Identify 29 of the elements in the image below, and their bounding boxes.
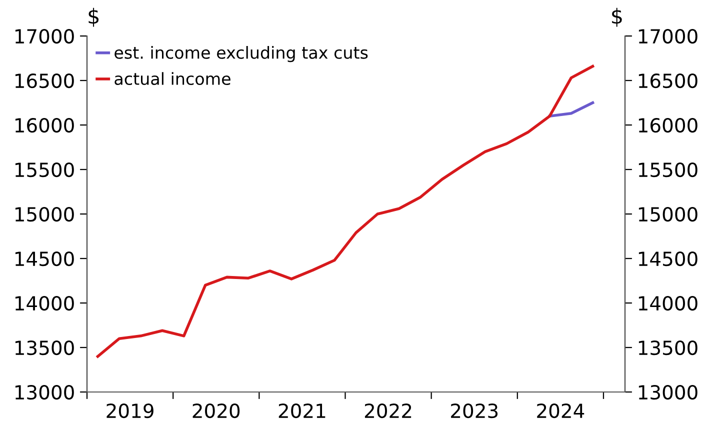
y-tick-label: 14000 — [15, 296, 74, 311]
y-tick-label: 14500 — [15, 251, 74, 266]
y-tick-label: 13000 — [15, 384, 74, 400]
y2-tick-label: 15500 — [638, 162, 698, 178]
y-tick-label: 15500 — [15, 162, 74, 178]
y-tick-label: 17000 — [15, 28, 74, 44]
x-tick-label: 2024 — [537, 403, 584, 418]
y-axis-title: $ — [88, 8, 99, 27]
x-tick-label: 2020 — [192, 403, 240, 418]
y2-tick-label: 15000 — [638, 206, 698, 222]
line-series — [96, 64, 594, 358]
x-tick-label: 2019 — [106, 403, 154, 418]
x-tick-label: 2022 — [364, 403, 412, 418]
y2-axis-title: $ — [612, 8, 622, 27]
y-tick-label: 16500 — [15, 73, 74, 88]
legend-label: actual income — [114, 72, 230, 86]
y2-tick-label: 16500 — [638, 73, 698, 88]
y2-tick-label: 14500 — [638, 251, 698, 266]
x-tick-label: 2021 — [278, 403, 326, 418]
y-tick-label: 15000 — [15, 206, 74, 222]
y-tick-label: 16000 — [15, 118, 74, 133]
y-tick-label: 13500 — [15, 340, 74, 356]
y2-tick-label: 13500 — [638, 340, 698, 356]
y2-tick-label: 13000 — [638, 384, 698, 400]
y2-tick-label: 16000 — [638, 118, 698, 133]
legend-label: est. income excluding tax cuts — [114, 46, 368, 62]
x-tick-label: 2023 — [451, 403, 498, 418]
y2-tick-label: 14000 — [638, 296, 698, 311]
y2-tick-label: 17000 — [638, 28, 698, 44]
